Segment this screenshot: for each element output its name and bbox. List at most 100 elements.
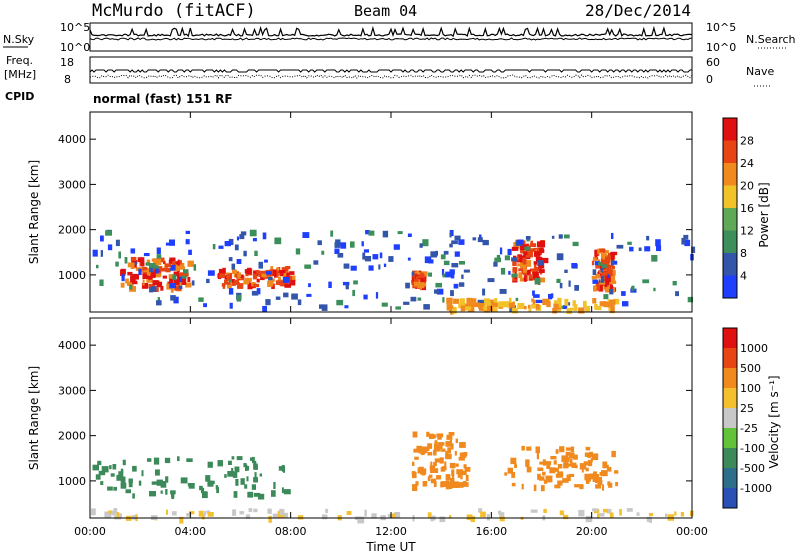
- heatmap-cell: [463, 269, 470, 273]
- heatmap-cell: [428, 433, 434, 439]
- heatmap-cell: [461, 274, 464, 279]
- heatmap-cell: [160, 267, 167, 272]
- heatmap-cell: [432, 434, 436, 439]
- heatmap-cell: [281, 267, 289, 272]
- x-axis-label: Time UT: [365, 540, 416, 554]
- heatmap-cell: [446, 484, 453, 489]
- heatmap-cell: [512, 266, 518, 272]
- heatmap-cell: [218, 268, 226, 275]
- colorbar-swatch: [723, 140, 737, 163]
- heatmap-cell: [113, 486, 117, 491]
- heatmap-cell: [171, 261, 176, 266]
- heatmap-cell: [532, 271, 539, 279]
- heatmap-cell: [203, 511, 206, 517]
- heatmap-cell: [570, 446, 575, 452]
- heatmap-cell: [504, 472, 508, 476]
- heatmap-cell: [465, 306, 472, 311]
- heatmap-cell: [464, 467, 471, 472]
- heatmap-cell: [516, 259, 523, 263]
- heatmap-cell: [221, 283, 226, 287]
- heatmap-cell: [340, 242, 347, 249]
- heatmap-cell: [363, 294, 368, 300]
- heatmap-cell: [561, 455, 569, 463]
- heatmap-cell: [566, 474, 571, 481]
- heatmap-cell: [492, 306, 498, 313]
- heatmap-cell: [261, 273, 267, 278]
- heatmap-cell: [521, 262, 528, 267]
- heatmap-cell: [207, 480, 214, 487]
- heatmap-cell: [363, 249, 369, 253]
- heatmap-cell: [511, 257, 518, 262]
- colorbar-tick-label: -25: [740, 422, 758, 435]
- heatmap-cell: [336, 299, 344, 306]
- heatmap-cell: [304, 264, 312, 269]
- heatmap-cell: [121, 268, 126, 275]
- heatmap-cell: [177, 456, 180, 462]
- heatmap-cell: [518, 272, 523, 279]
- heatmap-cell: [290, 279, 296, 286]
- heatmap-cell: [453, 283, 459, 289]
- heatmap-cell: [443, 250, 449, 255]
- heatmap-cell: [236, 294, 242, 302]
- heatmap-cell: [539, 476, 545, 481]
- heatmap-cell: [157, 266, 163, 271]
- heatmap-cell: [172, 274, 177, 281]
- heatmap-cell: [521, 445, 525, 451]
- heatmap-cell: [433, 449, 437, 456]
- heatmap-cell: [414, 281, 421, 287]
- heatmap-cell: [268, 515, 272, 523]
- heatmap-cell: [594, 305, 602, 311]
- heatmap-cell: [543, 508, 547, 513]
- power-colorbar: 4 8 12 16 20 24 28: [722, 117, 754, 299]
- heatmap-cell: [545, 475, 553, 483]
- heatmap-cell: [446, 303, 450, 311]
- heatmap-cell: [478, 508, 483, 513]
- heatmap-cell: [427, 443, 433, 449]
- heatmap-cell: [487, 278, 495, 283]
- heatmap-cell: [141, 470, 144, 477]
- heatmap-cell: [110, 473, 115, 477]
- heatmap-cell: [419, 282, 423, 290]
- heatmap-cell: [246, 476, 249, 482]
- heatmap-cell: [188, 249, 192, 255]
- heatmap-cell: [127, 271, 133, 276]
- velocity-colorbar-label: Velocity [m s⁻¹]: [767, 375, 781, 468]
- heatmap-cell: [594, 303, 598, 310]
- heatmap-cell: [253, 283, 260, 288]
- heatmap-cell: [479, 304, 485, 311]
- heatmap-cell: [187, 277, 191, 282]
- heatmap-cell: [169, 257, 176, 262]
- heatmap-cell: [446, 434, 453, 440]
- heatmap-cell: [282, 276, 290, 283]
- heatmap-cell: [325, 508, 329, 514]
- heatmap-cell: [497, 510, 502, 515]
- heatmap-cell: [607, 466, 612, 472]
- heatmap-cell: [592, 269, 597, 275]
- heatmap-cell: [436, 288, 444, 295]
- heatmap-cell: [272, 513, 279, 518]
- heatmap-cell: [291, 293, 298, 300]
- heatmap-cell: [148, 283, 156, 289]
- heatmap-cell: [236, 236, 239, 241]
- heatmap-cell: [258, 270, 263, 277]
- heatmap-cell: [160, 481, 167, 488]
- heatmap-cell: [629, 246, 634, 252]
- heatmap-cell: [368, 230, 375, 236]
- colorbar-tick-label: -100: [740, 442, 765, 455]
- heatmap-cell: [533, 484, 537, 492]
- heatmap-cell: [527, 269, 531, 276]
- heatmap-cell: [487, 306, 494, 311]
- heatmap-cell: [231, 456, 235, 460]
- heatmap-cell: [454, 251, 460, 257]
- heatmap-cell: [191, 280, 195, 286]
- heatmap-cell: [372, 254, 379, 260]
- heatmap-cell: [218, 245, 224, 249]
- heatmap-cell: [235, 479, 239, 486]
- heatmap-cell: [583, 461, 589, 466]
- heatmap-cell: [510, 457, 517, 465]
- heatmap-cell: [407, 257, 411, 261]
- heatmap-cell: [539, 461, 545, 465]
- heatmap-cell: [575, 464, 578, 469]
- heatmap-cell: [265, 299, 271, 306]
- heatmap-cell: [393, 244, 400, 250]
